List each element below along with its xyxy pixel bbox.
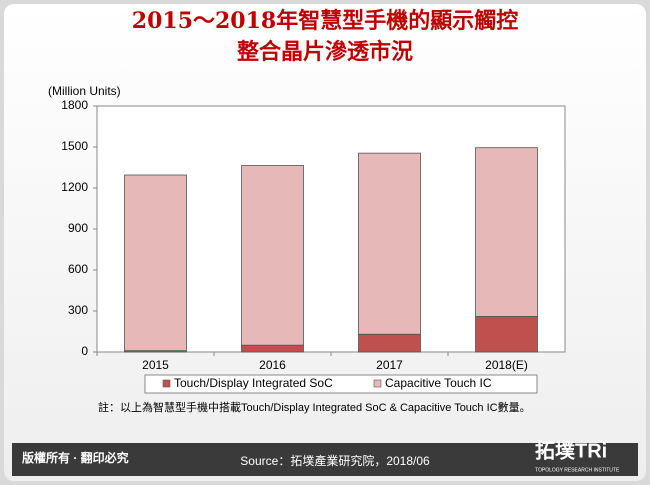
- y-tick-label: 1800: [61, 98, 88, 112]
- bar-segment: [241, 165, 304, 346]
- footer-rights: 版權所有 · 翻印必究: [22, 450, 129, 465]
- x-tick-label: 2016: [259, 358, 286, 372]
- bar-segment: [475, 147, 538, 317]
- chart-title: 2015～2018年智慧型手機的顯示觸控: [132, 8, 518, 34]
- legend-swatch: [373, 379, 382, 388]
- legend-swatch: [162, 379, 171, 388]
- bar-segment: [241, 344, 304, 353]
- x-tick-label: 2015: [142, 358, 169, 372]
- y-tick-label: 600: [68, 262, 88, 276]
- x-tick-label: 2017: [376, 358, 403, 372]
- x-tick-label: 2018(E): [485, 358, 528, 372]
- bar-segment: [124, 174, 187, 352]
- legend-box: [144, 374, 538, 394]
- y-tick-label: 0: [81, 344, 88, 358]
- bar-segment: [475, 316, 538, 353]
- footer-source: Source：拓墣產業研究院，2018/06: [240, 453, 430, 468]
- footer-bar: [12, 443, 638, 476]
- y-axis-label: (Million Units): [48, 84, 121, 98]
- footer-logo: 拓墣TRi: [535, 439, 607, 462]
- legend-label: Capacitive Touch IC: [385, 376, 492, 390]
- footer-logo-sub: TOPOLOGY RESEARCH INSTITUTE: [535, 467, 620, 473]
- y-tick-label: 1200: [61, 180, 88, 194]
- chart-title: 整合晶片滲透市況: [237, 39, 413, 65]
- y-tick-label: 300: [68, 303, 88, 317]
- y-tick-label: 1500: [61, 139, 88, 153]
- note: 註：以上為智慧型手機中搭載Touch/Display Integrated So…: [98, 400, 531, 414]
- y-tick-label: 900: [68, 221, 88, 235]
- bar-segment: [358, 333, 421, 353]
- bar-segment: [358, 152, 421, 335]
- legend-label: Touch/Display Integrated SoC: [174, 376, 333, 390]
